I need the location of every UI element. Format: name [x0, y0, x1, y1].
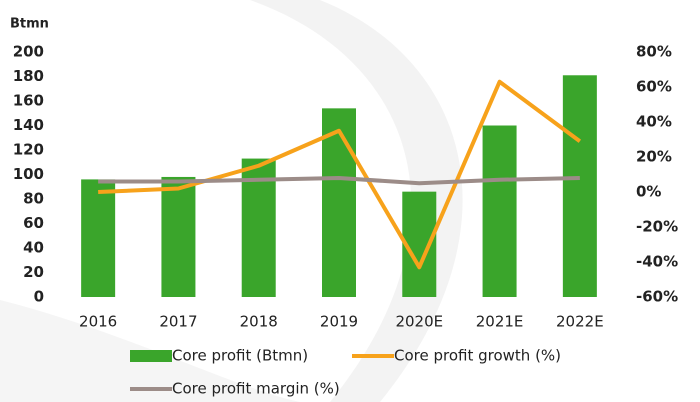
x-tick-label: 2019: [320, 313, 358, 331]
y-tick-label: 0: [34, 288, 44, 306]
bar: [482, 125, 517, 297]
y2-tick-label: 0%: [636, 183, 661, 201]
y-axis-label: Btmn: [10, 17, 49, 32]
y-tick-label: 180: [13, 67, 44, 85]
y2-tick-label: 60%: [636, 78, 672, 96]
x-tick-label: 2021E: [476, 313, 524, 331]
y2-tick-label: 80%: [636, 43, 672, 61]
bar: [322, 108, 356, 297]
y-tick-label: 80: [23, 190, 44, 208]
bar: [161, 176, 196, 297]
legend-label: Core profit margin (%): [172, 380, 340, 398]
bar: [81, 179, 116, 297]
y2-tick-label: 20%: [636, 148, 672, 166]
x-tick-label: 2022E: [556, 313, 604, 331]
line: [98, 176, 580, 186]
y-tick-label: 40: [23, 239, 44, 257]
y2-tick-label: 40%: [636, 113, 672, 131]
y-tick-label: 160: [13, 92, 44, 110]
x-tick-label: 2018: [240, 313, 278, 331]
y2-tick-label: -60%: [636, 288, 678, 306]
legend-swatch: [130, 350, 172, 362]
y-tick-label: 100: [13, 165, 44, 183]
y-tick-label: 20: [23, 263, 44, 281]
x-tick-label: 2017: [159, 313, 197, 331]
watermark: [250, 0, 463, 402]
line: [98, 79, 582, 270]
y-tick-label: 140: [13, 116, 44, 134]
x-tick-label: 2020E: [395, 313, 443, 331]
y-tick-label: 120: [13, 141, 44, 159]
bar: [562, 75, 597, 298]
legend-label: Core profit growth (%): [394, 347, 561, 365]
y-tick-label: 60: [23, 214, 44, 232]
y2-tick-label: -20%: [636, 218, 678, 236]
y2-tick-label: -40%: [636, 253, 678, 271]
legend-label: Core profit (Btmn): [172, 347, 308, 365]
x-tick-label: 2016: [79, 313, 117, 331]
y-tick-label: 200: [13, 43, 44, 61]
